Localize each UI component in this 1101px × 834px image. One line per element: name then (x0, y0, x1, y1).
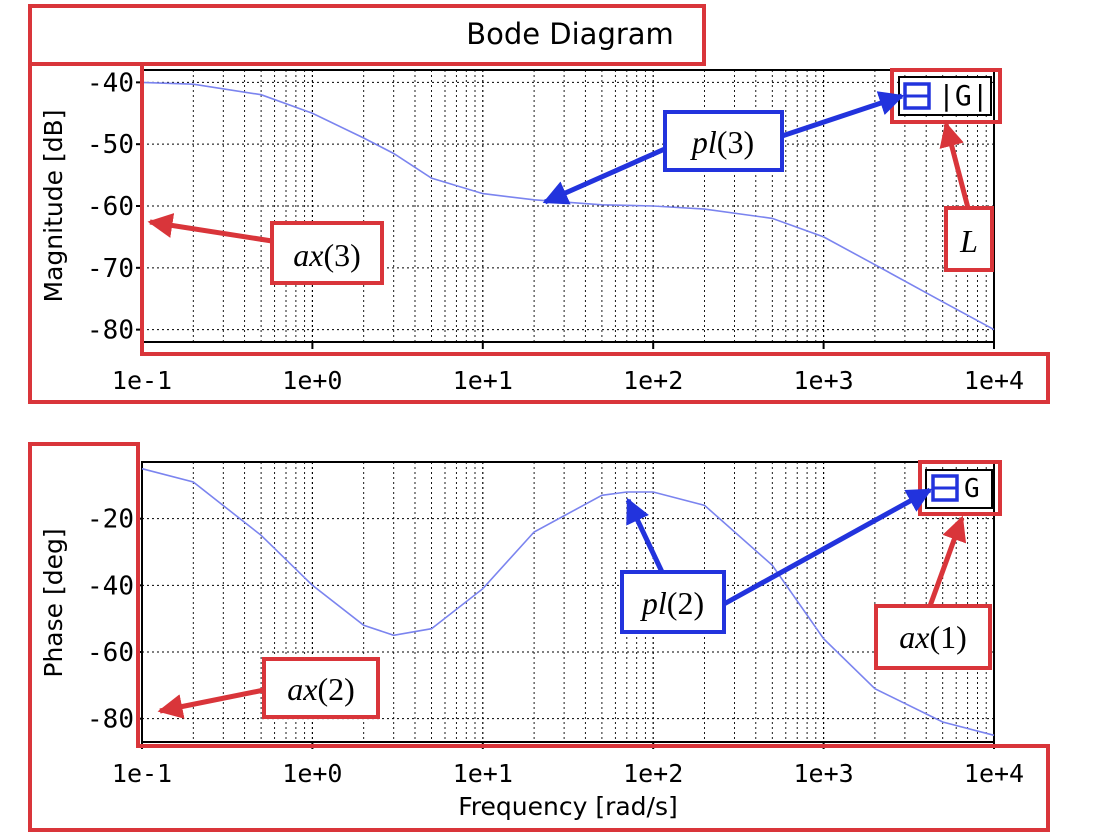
magnitude-x-tick-label: 1e+3 (793, 366, 853, 395)
magnitude-y-ticks: -40 -50 -60 -70 -80 (87, 68, 142, 346)
legend-swatch-icon (931, 474, 959, 502)
ax1-label-italic: ax (899, 619, 929, 655)
annotation-labels: ax(3) pl(3) L ax(2) pl(2) ax(1) (262, 110, 994, 719)
pl2-label-rest: (2) (667, 585, 704, 621)
ax2-label-italic: ax (287, 671, 317, 707)
pl3-label-italic: pl (690, 124, 717, 160)
ax3-arrow (147, 213, 273, 244)
l-label-box: L (944, 206, 994, 272)
ax2-label-box: ax(2) (262, 657, 380, 719)
pl3-label-rest: (3) (717, 124, 754, 160)
magnitude-x-tick-label: 1e+0 (282, 366, 342, 395)
magnitude-x-tick-label: 1e-1 (112, 366, 172, 395)
magnitude-y-tick-label: -40 (87, 68, 134, 98)
phase-legend: G (925, 469, 993, 509)
magnitude-x-tick-label: 1e+1 (453, 366, 513, 395)
region-outlines (28, 4, 1050, 832)
phase-y-tick-label: -40 (87, 571, 134, 601)
phase-y-axis-label: Phase [deg] (39, 528, 68, 677)
magnitude-y-axis-label: Magnitude [dB] (39, 110, 68, 303)
ax3-label-italic: ax (293, 237, 323, 273)
phase-x-tick-label: 1e+2 (623, 759, 683, 788)
legend-bottom-outline (918, 460, 1002, 516)
magnitude-plot: -40 -50 -60 -70 -80 1e-1 1e+0 1e+1 1e+2 1e+3 1e+4… (39, 17, 1024, 395)
magnitude-y-tick-label: -60 (87, 192, 134, 222)
magnitude-legend-label: |G| (938, 79, 989, 112)
l-arrow (939, 121, 971, 209)
phase-legend-label: G (964, 474, 980, 504)
ax2-arrow (157, 687, 265, 719)
pl3-arrow-to-curve (542, 145, 669, 205)
legend-swatch-icon (903, 82, 931, 110)
x-axis-label: Frequency [rad/s] (458, 792, 678, 821)
phase-x-ticks: 1e-1 1e+0 1e+1 1e+2 1e+3 1e+4 (112, 742, 1024, 788)
pl3-label-box: pl(3) (663, 110, 784, 172)
magnitude-y-tick-label: -80 (87, 316, 134, 346)
magnitude-legend: |G| (898, 76, 992, 116)
ax1-label-rest: (1) (929, 619, 966, 655)
pl2-label-italic: pl (640, 585, 667, 621)
figure-title: Bode Diagram (466, 17, 674, 51)
svg-text:L: L (959, 223, 978, 259)
magnitude-curve (141, 81, 995, 331)
phase-x-tick-label: 1e-1 (112, 759, 172, 788)
svg-text:ax(3): ax(3) (293, 237, 361, 273)
svg-text:ax(2): ax(2) (287, 671, 355, 707)
pl2-label-box: pl(2) (620, 570, 726, 634)
magnitude-x-tick-label: 1e+4 (964, 366, 1024, 395)
phase-x-tick-label: 1e+1 (453, 759, 513, 788)
phase-y-tick-label: -80 (87, 705, 134, 735)
phase-x-tick-label: 1e+0 (282, 759, 342, 788)
title-region-outline (28, 4, 706, 66)
magnitude-x-ticks: 1e-1 1e+0 1e+1 1e+2 1e+3 1e+4 (112, 342, 1024, 395)
ax3-region-outline (28, 64, 1050, 404)
magnitude-x-tick-label: 1e+2 (623, 366, 683, 395)
annotation-arrows (147, 91, 971, 719)
l-label-italic: L (959, 223, 978, 259)
pl2-arrow-to-curve (625, 497, 665, 574)
pl3-arrow-to-legend (781, 91, 905, 139)
phase-x-tick-label: 1e+4 (964, 759, 1024, 788)
phase-y-ticks: -20 -40 -60 -80 (87, 505, 142, 735)
ax1-label-box: ax(1) (874, 604, 992, 670)
svg-text:pl(2): pl(2) (640, 585, 704, 621)
svg-text:pl(3): pl(3) (690, 124, 754, 160)
pl2-arrow-to-legend (722, 487, 933, 607)
phase-curve (141, 467, 995, 737)
svg-text:ax(1): ax(1) (899, 619, 967, 655)
phase-y-tick-label: -20 (87, 505, 134, 535)
magnitude-y-tick-label: -70 (87, 254, 134, 284)
ax3-label-rest: (3) (323, 237, 360, 273)
ax2-region-outline (28, 442, 1050, 832)
magnitude-y-tick-label: -50 (87, 130, 134, 160)
ax3-label-box: ax(3) (270, 221, 384, 285)
phase-x-tick-label: 1e+3 (793, 759, 853, 788)
ax1-arrow (927, 515, 967, 607)
phase-y-tick-label: -60 (87, 638, 134, 668)
ax2-label-rest: (2) (317, 671, 354, 707)
